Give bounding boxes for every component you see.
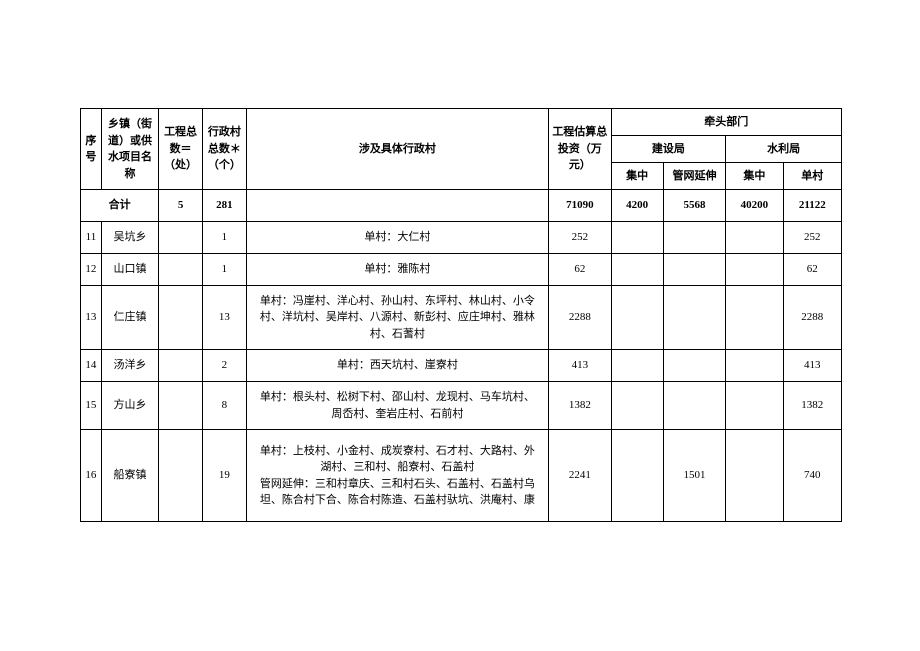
totals-vn: 281 [202,190,246,222]
table-row: 13仁庄镇13单村：冯崖村、洋心村、孙山村、东坪村、林山村、小令村、洋坑村、吴岸… [81,286,842,350]
cell-name: 方山乡 [101,382,158,430]
cell-proj [159,350,203,382]
th-d1: 集中 [611,163,663,190]
cell-name: 仁庄镇 [101,286,158,350]
totals-row: 合计 5 281 71090 4200 5568 40200 21122 [81,190,842,222]
totals-d3: 40200 [726,190,783,222]
table-header: 序号 乡镇（街道）或供水项目名称 工程总数＝（处） 行政村总数＊（个） 涉及具体… [81,109,842,190]
cell-inv: 252 [549,222,612,254]
cell-name: 山口镇 [101,254,158,286]
cell-idx: 11 [81,222,102,254]
cell-proj [159,286,203,350]
cell-vn: 13 [202,286,246,350]
table-row: 12山口镇1单村：雅陈村6262 [81,254,842,286]
th-inv: 工程估算总投资（万元） [549,109,612,190]
cell-inv: 2241 [549,430,612,522]
cell-desc: 单村：冯崖村、洋心村、孙山村、东坪村、林山村、小令村、洋坑村、吴岸村、八源村、新… [246,286,548,350]
cell-desc: 单村：根头村、松树下村、邵山村、龙现村、马车坑村、周岙村、奎岩庄村、石前村 [246,382,548,430]
cell-d3 [726,350,783,382]
cell-proj [159,382,203,430]
cell-desc: 单村：大仁村 [246,222,548,254]
th-d2: 管网延伸 [663,163,726,190]
totals-d2: 5568 [663,190,726,222]
totals-label: 合计 [81,190,159,222]
cell-vn: 1 [202,222,246,254]
cell-inv: 413 [549,350,612,382]
table-row: 16船寮镇 19单村：上枝村、小金村、成炭寮村、石才村、大路村、外湖村、三和村、船… [81,430,842,522]
cell-name: 船寮镇 [101,430,158,522]
th-d3: 集中 [726,163,783,190]
cell-d2: 1501 [663,430,726,522]
cell-d2 [663,286,726,350]
cell-d3 [726,382,783,430]
cell-idx: 15 [81,382,102,430]
cell-d2 [663,254,726,286]
cell-d2 [663,222,726,254]
cell-idx: 14 [81,350,102,382]
cell-vn: 2 [202,350,246,382]
cell-idx: 12 [81,254,102,286]
cell-d1 [611,430,663,522]
totals-desc [246,190,548,222]
cell-idx: 13 [81,286,102,350]
cell-inv: 2288 [549,286,612,350]
cell-d3 [726,430,783,522]
cell-d1 [611,222,663,254]
cell-proj [159,254,203,286]
cell-desc: 单村：雅陈村 [246,254,548,286]
cell-d4: 2288 [783,286,841,350]
totals-d1: 4200 [611,190,663,222]
cell-d1 [611,350,663,382]
cell-d1 [611,286,663,350]
cell-inv: 1382 [549,382,612,430]
cell-d4: 62 [783,254,841,286]
cell-d3 [726,286,783,350]
cell-inv: 62 [549,254,612,286]
cell-d4: 413 [783,350,841,382]
cell-d4: 740 [783,430,841,522]
cell-d2 [663,382,726,430]
cell-idx: 16 [81,430,102,522]
table-body: 合计 5 281 71090 4200 5568 40200 21122 11吴… [81,190,842,522]
th-vn: 行政村总数＊（个） [202,109,246,190]
cell-d3 [726,254,783,286]
table-row: 15方山乡 8单村：根头村、松树下村、邵山村、龙现村、马车坑村、周岙村、奎岩庄村、… [81,382,842,430]
cell-proj [159,430,203,522]
cell-name: 吴坑乡 [101,222,158,254]
th-dept-build: 建设局 [611,136,726,163]
th-name: 乡镇（街道）或供水项目名称 [101,109,158,190]
th-d4: 单村 [783,163,841,190]
cell-d1 [611,382,663,430]
cell-vn: 19 [202,430,246,522]
cell-d4: 1382 [783,382,841,430]
th-desc: 涉及具体行政村 [246,109,548,190]
cell-vn: 1 [202,254,246,286]
cell-d4: 252 [783,222,841,254]
totals-d4: 21122 [783,190,841,222]
cell-d2 [663,350,726,382]
cell-name: 汤洋乡 [101,350,158,382]
th-proj: 工程总数＝（处） [159,109,203,190]
table-row: 14汤洋乡2单村：西天坑村、崖寮村413413 [81,350,842,382]
cell-d1 [611,254,663,286]
totals-inv: 71090 [549,190,612,222]
th-dept: 牵头部门 [611,109,841,136]
cell-desc: 单村：西天坑村、崖寮村 [246,350,548,382]
cell-d3 [726,222,783,254]
th-idx: 序号 [81,109,102,190]
data-table: 序号 乡镇（街道）或供水项目名称 工程总数＝（处） 行政村总数＊（个） 涉及具体… [80,108,842,522]
th-dept-water: 水利局 [726,136,842,163]
cell-desc: 单村：上枝村、小金村、成炭寮村、石才村、大路村、外湖村、三和村、船寮村、石盖村管… [246,430,548,522]
table-row: 11吴坑乡1单村：大仁村252252 [81,222,842,254]
totals-proj: 5 [159,190,203,222]
cell-proj [159,222,203,254]
cell-vn: 8 [202,382,246,430]
